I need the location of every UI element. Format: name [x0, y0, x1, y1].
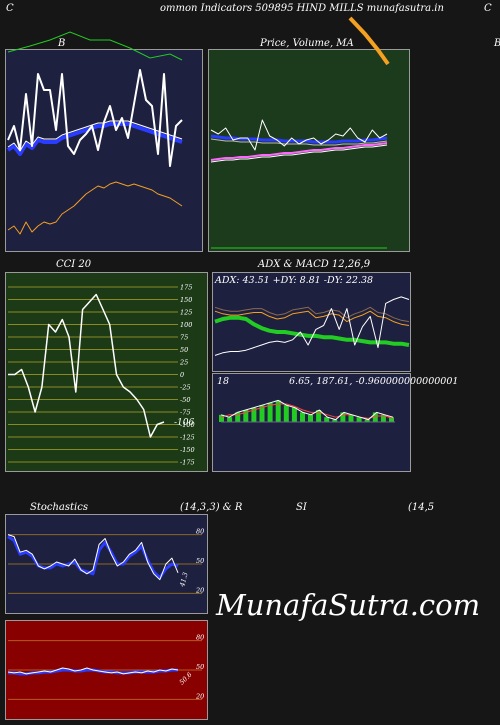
stochastics-params: (14,3,3) & R — [180, 502, 243, 513]
macd-histogram-bar — [227, 417, 233, 422]
macd-histogram-bar — [291, 407, 297, 422]
watermark: MunafaSutra.com — [216, 588, 481, 622]
cci-tick-label: 150 — [180, 296, 192, 304]
macd-histogram-bar — [300, 412, 305, 422]
macd-histogram-bar — [259, 405, 265, 422]
bb-upper-band — [7, 31, 183, 61]
price-long-ma — [348, 16, 390, 66]
bb-middle-band-edge — [7, 120, 183, 152]
cci-tick-label: -150 — [180, 446, 195, 454]
cci-tick-label: -50 — [180, 396, 190, 404]
rsi-smooth-line — [7, 667, 179, 675]
macd-histogram-bar — [340, 412, 346, 422]
header-right-letter: C — [484, 3, 492, 14]
cci-tick-label: 50 — [180, 346, 188, 354]
price-panel — [208, 49, 410, 252]
rsi-value-label: 50.6 — [178, 671, 194, 687]
stochastics-title: Stochastics — [30, 502, 88, 513]
stoch-value-label: 41.3 — [178, 571, 190, 588]
cci-tick-label: 175 — [180, 284, 192, 292]
header-left-letter: C — [6, 3, 14, 14]
price-label: Price, Volume, MA — [260, 38, 354, 49]
macd-label: 18 — [217, 376, 230, 387]
macd-histogram-bar — [348, 414, 354, 422]
price-corner-letter: B — [494, 38, 500, 49]
cci-tick-label: -125 — [180, 434, 195, 442]
macd-histogram-bar — [332, 419, 338, 422]
bollinger-panel — [5, 49, 203, 252]
rsi-params: (14,5 — [408, 502, 435, 513]
cci-panel: 175 150 125 100 75 50 25 0 -25 -50 -75 -100 -125 -150… — [5, 272, 208, 472]
price-ma-blue — [210, 134, 388, 144]
adx-panel: ADX: 43.51 +DY: 8.81 -DY: 22.38 — [212, 272, 411, 372]
adx-readout: ADX: 43.51 +DY: 8.81 -DY: 22.38 — [215, 275, 374, 286]
adx-minus-di-shadow — [214, 306, 410, 323]
rsi-panel: 80 50 20 50.6 — [5, 620, 208, 720]
macd-panel: 18 6.65, 187.61, -0.960000000000001 — [212, 373, 458, 472]
rsi-tick-label: 50 — [196, 663, 204, 671]
adx-plus-di — [214, 296, 410, 356]
bb-price-line — [7, 69, 183, 167]
cci-tick-label: 100 — [180, 321, 192, 329]
bb-middle-band — [6, 122, 183, 156]
cci-tick-label: 0 — [180, 371, 184, 379]
bb-lower-line — [7, 181, 183, 235]
stoch-tick-label: 80 — [196, 528, 204, 536]
bollinger-chart — [6, 69, 183, 235]
macd-histogram-bar — [251, 407, 257, 422]
macd-histogram-bar — [235, 412, 241, 422]
price-ma-overlay — [7, 16, 390, 66]
cci-tick-label: -25 — [180, 384, 190, 392]
adx-minus-di — [214, 310, 410, 326]
cci-chart: 175 150 125 100 75 50 25 0 -25 -50 -75 -100 -125 -150… — [8, 284, 195, 467]
macd-line — [220, 399, 394, 421]
macd-chart — [219, 399, 395, 423]
macd-signal-line — [220, 403, 394, 419]
cci-tick-label: 25 — [179, 359, 188, 367]
price-ma-pink — [210, 142, 388, 161]
macd-histogram-bar — [219, 414, 224, 422]
stoch-k-line — [7, 534, 179, 581]
macd-histogram-bar — [275, 400, 281, 422]
cci-tick-label: -175 — [180, 459, 195, 467]
macd-histogram-bar — [324, 417, 330, 422]
cci-line — [8, 293, 165, 438]
macd-histogram-bar — [380, 414, 386, 422]
stochastics-chart: 80 50 20 41.3 — [7, 528, 204, 594]
price-line — [210, 119, 388, 151]
macd-histogram-bar — [283, 405, 289, 422]
rsi-tick-label: 80 — [196, 634, 204, 642]
macd-readout: 6.65, 187.61, -0.960000000000001 — [289, 376, 459, 387]
cci-tick-label: 125 — [180, 309, 192, 317]
rsi-tick-label: 20 — [195, 692, 204, 700]
macd-histogram-bar — [356, 417, 362, 422]
adx-line — [214, 315, 410, 347]
macd-histogram-bar — [316, 410, 322, 422]
macd-histogram-bar — [308, 414, 313, 422]
page-title: ommon Indicators 509895 HIND MILLS munaf… — [160, 3, 444, 14]
cci-value-label: -106 — [174, 418, 194, 428]
macd-histogram-bar — [389, 417, 394, 422]
rsi-title: SI — [296, 502, 307, 513]
macd-histogram-bar — [243, 410, 249, 422]
macd-histogram-bar — [267, 402, 273, 422]
adx-chart — [214, 296, 410, 356]
stoch-tick-label: 20 — [195, 586, 204, 594]
macd-histogram-bar — [372, 412, 378, 422]
cci-tick-label: -75 — [180, 409, 190, 417]
cci-tick-label: 75 — [180, 334, 188, 342]
cci-title: CCI 20 — [56, 259, 92, 270]
adx-title: ADX & MACD 12,26,9 — [258, 259, 371, 270]
stochastics-panel: 80 50 20 41.3 — [5, 514, 208, 614]
bollinger-label: B — [58, 38, 66, 49]
price-ma-pink-edge — [210, 144, 388, 163]
cci-tick-label: -100 — [180, 421, 195, 429]
stoch-tick-label: 50 — [196, 557, 204, 565]
macd-histogram-bar — [364, 419, 370, 422]
price-chart — [210, 119, 388, 249]
